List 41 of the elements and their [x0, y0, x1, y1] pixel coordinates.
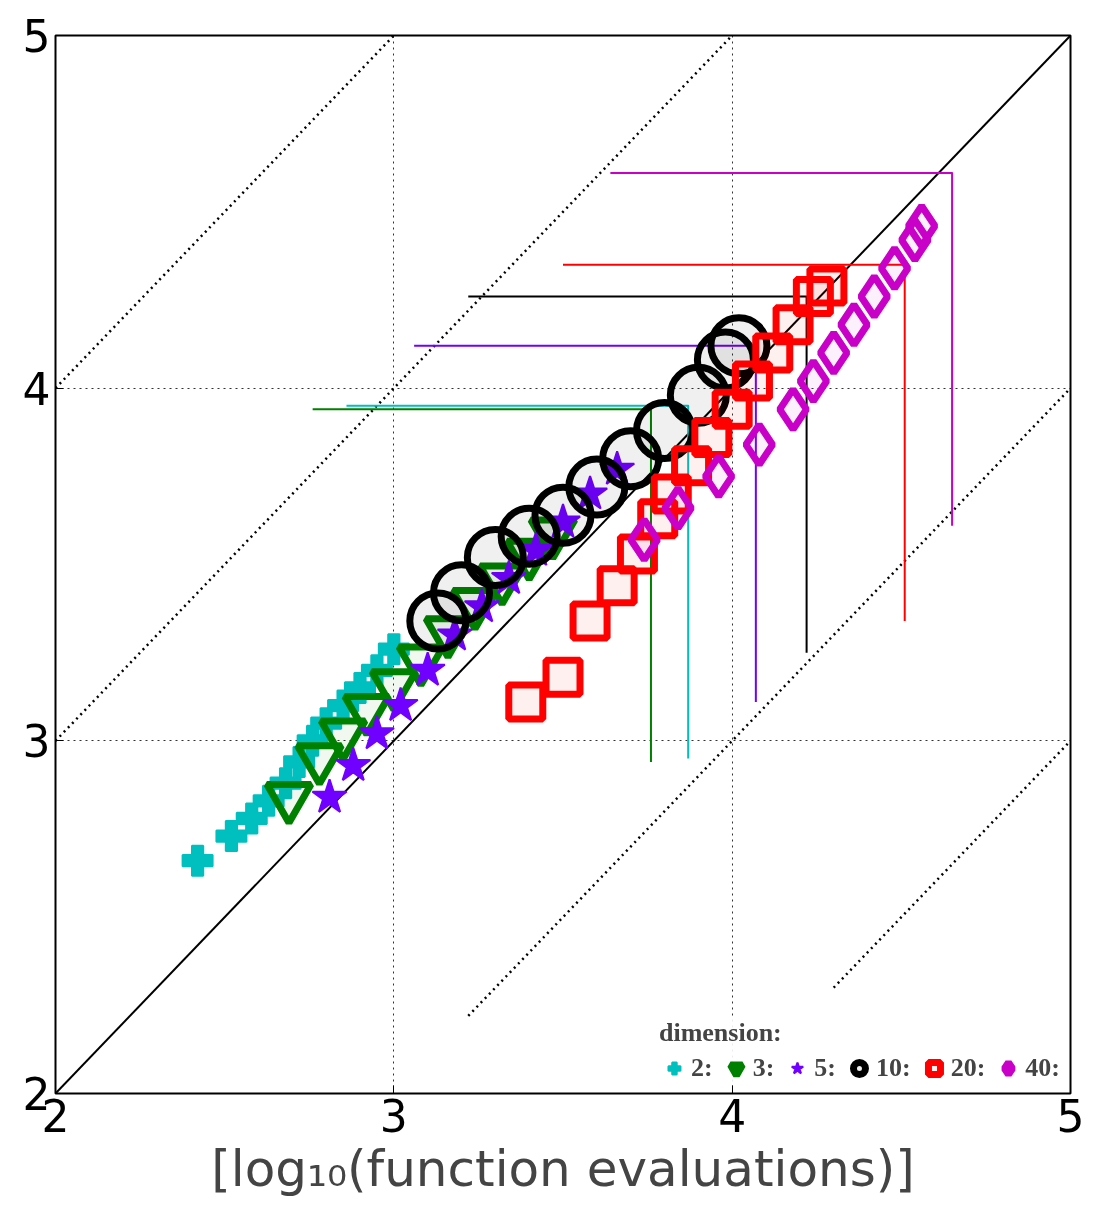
legend-label: 10: [875, 1053, 911, 1083]
point [701, 452, 736, 500]
legend-label: 3: [752, 1053, 775, 1083]
point [627, 516, 662, 564]
point [742, 421, 777, 469]
legend-label: 2: [690, 1053, 713, 1083]
legend-title: dimension: [658, 1018, 783, 1048]
point [311, 778, 348, 813]
legend-label: 20: [950, 1053, 986, 1083]
x-axis-title: [log₁₀(function evaluations)] [211, 1139, 915, 1198]
point [661, 484, 695, 532]
point [252, 784, 285, 817]
point [344, 671, 376, 704]
point [235, 802, 268, 835]
point [505, 681, 547, 723]
legend-label: 5: [814, 1053, 836, 1083]
y-tick-label: 5 [22, 11, 51, 62]
point [837, 301, 871, 349]
point [269, 767, 302, 800]
point [904, 202, 939, 250]
legend-label: 40: [1025, 1053, 1060, 1083]
point [283, 745, 316, 778]
point [215, 820, 248, 853]
point [857, 272, 892, 320]
point [796, 357, 831, 405]
y-tick-label: 3 [22, 716, 51, 768]
point [806, 265, 848, 307]
point [377, 633, 410, 666]
point [816, 329, 851, 377]
x-tick-label: 3 [379, 1090, 408, 1142]
point [542, 656, 584, 698]
point [181, 844, 214, 877]
point [360, 654, 393, 687]
x-tick-label: 4 [718, 1090, 747, 1142]
y-tick-label: 4 [22, 363, 51, 415]
point [335, 746, 372, 782]
point [596, 565, 638, 607]
x-tick-label: 5 [1056, 1090, 1085, 1142]
point [877, 244, 912, 292]
point [776, 385, 810, 433]
point [569, 600, 611, 642]
